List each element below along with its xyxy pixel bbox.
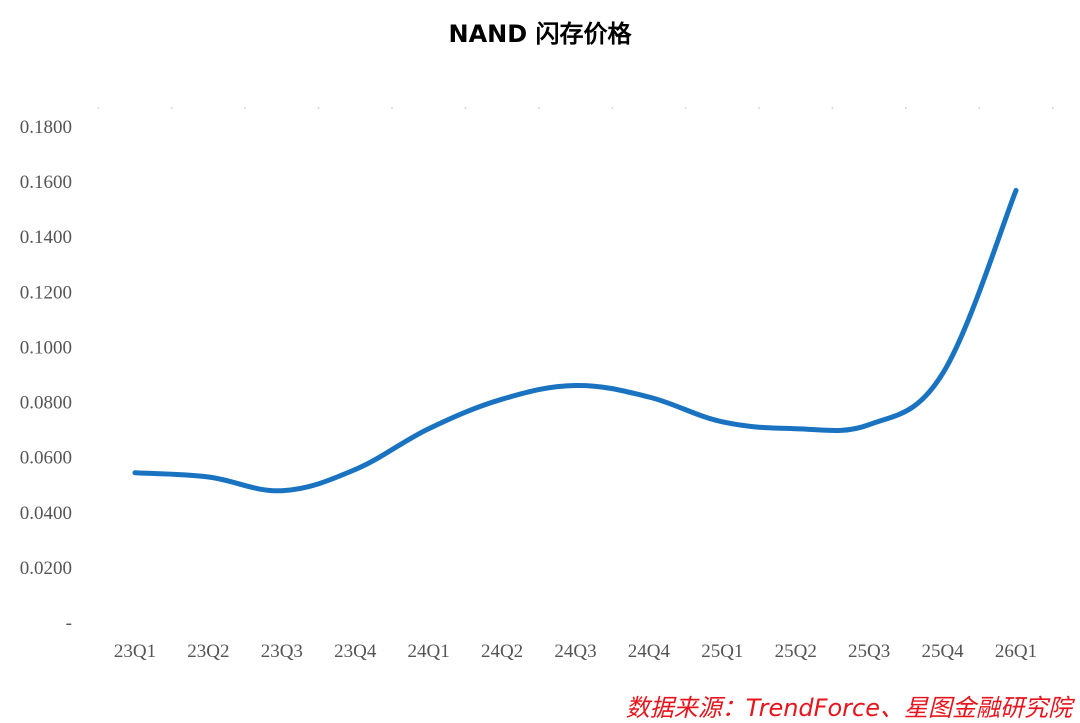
top-axis-dot: [978, 107, 981, 109]
y-tick-label: 0.0600: [20, 448, 72, 469]
y-tick-label: 0.1000: [20, 337, 72, 358]
y-tick-label: 0.1600: [20, 172, 72, 193]
x-tick-label: 23Q4: [334, 641, 377, 662]
y-tick-label: 0.0200: [20, 558, 72, 579]
top-axis-dot: [611, 107, 614, 109]
top-axis-dot: [831, 107, 834, 109]
x-tick-label: 24Q3: [554, 641, 596, 662]
y-tick-label: 0.0400: [20, 503, 72, 524]
series-layer: [132, 187, 1019, 494]
top-axis-dot: [904, 107, 907, 109]
series-line: [132, 187, 1019, 494]
top-axis-dot: [390, 107, 393, 109]
top-axis-dot: [758, 107, 761, 109]
top-axis-dot: [464, 107, 467, 109]
top-axis-dot: [1051, 107, 1054, 109]
x-tick-label: 23Q2: [187, 641, 229, 662]
top-axis-dot: [684, 107, 687, 109]
y-axis-ticks: - 0.0200 0.0400 0.0600 0.0800 0.1000 0.1200 0.1…: [20, 117, 72, 634]
x-tick-label: 25Q3: [848, 641, 890, 662]
x-tick-label: 24Q4: [628, 641, 671, 662]
x-tick-label: 23Q1: [114, 641, 156, 662]
top-axis-dot: [244, 107, 247, 109]
top-axis-dot: [97, 107, 100, 109]
x-axis-ticks: 23Q1 23Q2 23Q3 23Q4 24Q1 24Q2 24Q3 24Q4 25Q1 25Q2…: [114, 641, 1037, 662]
x-tick-label: 24Q1: [408, 641, 450, 662]
top-axis-dot: [537, 107, 540, 109]
y-tick-label: 0.1800: [20, 117, 72, 138]
y-tick-label: 0.1400: [20, 227, 72, 248]
x-tick-label: 25Q4: [921, 641, 964, 662]
chart-title: NAND 闪存价格: [448, 20, 632, 48]
source-note: 数据来源：TrendForce、星图金融研究院: [625, 694, 1072, 722]
y-tick-label: 0.1200: [20, 282, 72, 303]
top-axis-dot: [170, 107, 173, 109]
x-tick-label: 23Q3: [261, 641, 303, 662]
top-axis-dot: [317, 107, 320, 109]
x-tick-label: 25Q2: [775, 641, 817, 662]
x-tick-label: 24Q2: [481, 641, 523, 662]
x-tick-label: 25Q1: [701, 641, 743, 662]
y-tick-label: -: [66, 613, 72, 634]
top-axis-dots: [97, 107, 1054, 109]
x-tick-label: 26Q1: [995, 641, 1037, 662]
y-tick-label: 0.0800: [20, 393, 72, 414]
